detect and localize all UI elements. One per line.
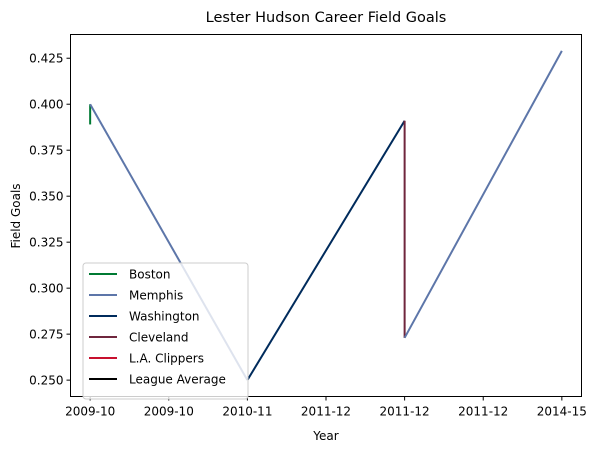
x-tick-label: 2011-12 — [301, 405, 351, 419]
y-tick-label: 0.325 — [29, 236, 63, 250]
chart-title: Lester Hudson Career Field Goals — [206, 10, 447, 26]
x-axis: 2009-10 2009-10 2010-11 2011-12 2011-12 2011-… — [65, 396, 587, 419]
x-tick-label: 2009-10 — [65, 405, 115, 419]
y-tick-label: 0.400 — [29, 98, 63, 112]
series-line-memphis-4 — [403, 50, 563, 339]
legend-label: Memphis — [129, 289, 183, 303]
y-axis-label: Field Goals — [9, 183, 23, 248]
y-tick-label: 0.350 — [29, 190, 63, 204]
x-axis-label: Year — [312, 429, 338, 443]
x-tick-label: 2009-10 — [144, 405, 194, 419]
y-axis: 0.250 0.275 0.300 0.325 0.350 0.375 0.400 0.425 — [29, 52, 71, 388]
series-line-washington-2 — [246, 120, 406, 381]
legend-box — [82, 262, 249, 400]
x-tick-label: 2014-15 — [537, 405, 587, 419]
y-tick-label: 0.275 — [29, 328, 63, 342]
x-tick-label: 2011-12 — [380, 405, 430, 419]
y-tick-label: 0.375 — [29, 144, 63, 158]
legend-label: Washington — [129, 310, 200, 324]
y-tick-label: 0.300 — [29, 282, 63, 296]
y-tick-label: 0.250 — [29, 374, 63, 388]
y-tick-label: 0.425 — [29, 52, 63, 66]
x-tick-label: 2010-11 — [222, 405, 272, 419]
legend-label: Boston — [129, 268, 170, 282]
legend-label: Cleveland — [129, 331, 189, 345]
legend-label: League Average — [129, 373, 226, 387]
legend-label: L.A. Clippers — [129, 352, 204, 366]
x-tick-label: 2011-12 — [458, 405, 508, 419]
legend: Boston Memphis Washington Cleveland L.A. Cli… — [82, 262, 249, 400]
